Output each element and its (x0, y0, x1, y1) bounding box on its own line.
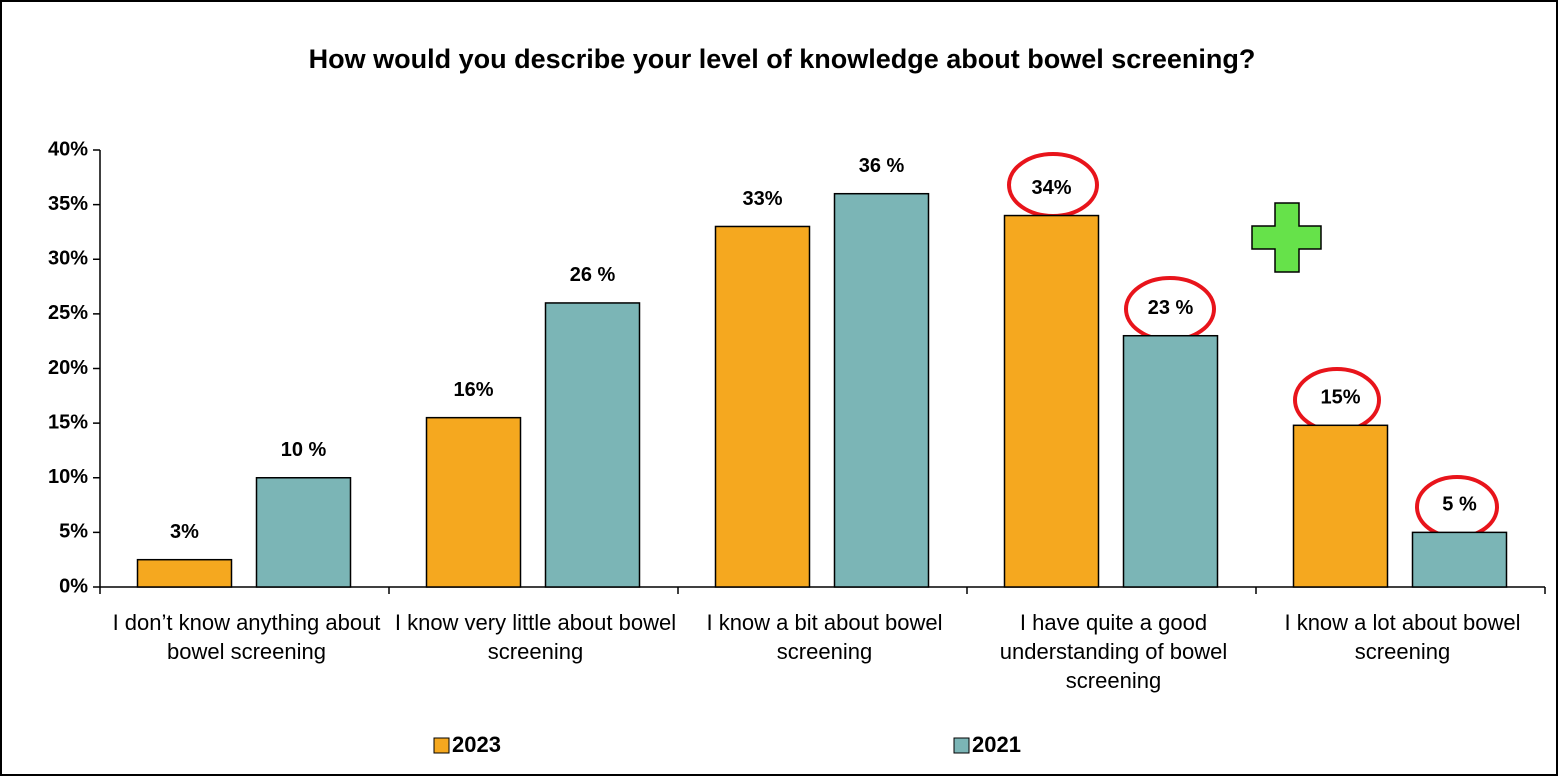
data-label: 5 % (1442, 494, 1477, 516)
data-label: 3% (170, 521, 199, 543)
bar (136, 558, 233, 588)
bar (1003, 214, 1100, 588)
legend-swatch (433, 737, 450, 754)
bar (714, 225, 811, 588)
y-tick-label: 5% (59, 521, 88, 543)
bar (255, 477, 352, 588)
data-label: 16% (453, 379, 493, 401)
y-tick-label: 40% (48, 138, 88, 160)
bar (544, 302, 641, 588)
data-label: 34% (1031, 177, 1071, 199)
legend-label: 2023 (452, 732, 501, 757)
y-tick-label: 15% (48, 411, 88, 433)
plus-icon (1251, 202, 1322, 273)
chart-title: How would you describe your level of kno… (308, 44, 1256, 74)
bar (1292, 424, 1389, 588)
bar (1122, 334, 1219, 588)
data-label: 36 % (859, 155, 905, 177)
y-tick-label: 25% (48, 302, 88, 324)
bar (425, 416, 522, 588)
y-tick-label: 0% (59, 575, 88, 597)
data-label: 10 % (281, 439, 327, 461)
y-tick-label: 10% (48, 466, 88, 488)
data-label: 23 % (1148, 297, 1194, 319)
bar (1411, 531, 1508, 588)
bar (833, 192, 930, 588)
y-tick-label: 30% (48, 248, 88, 270)
y-tick-label: 35% (48, 193, 88, 215)
legend-label: 2021 (972, 732, 1021, 757)
x-tick-label: I have quite a good understanding of bow… (999, 610, 1228, 693)
legend-swatch (953, 737, 970, 754)
data-label: 26 % (570, 264, 616, 286)
x-tick-label: I know a lot about bowel screening (1284, 610, 1521, 664)
data-label: 15% (1320, 387, 1360, 409)
x-tick-label: I know a bit about bowel screening (706, 610, 943, 664)
y-tick-label: 20% (48, 357, 88, 379)
data-label: 33% (742, 188, 782, 210)
x-tick-label: I know very little about bowel screening (394, 610, 677, 664)
x-tick-label: I don’t know anything about bowel screen… (112, 610, 381, 664)
